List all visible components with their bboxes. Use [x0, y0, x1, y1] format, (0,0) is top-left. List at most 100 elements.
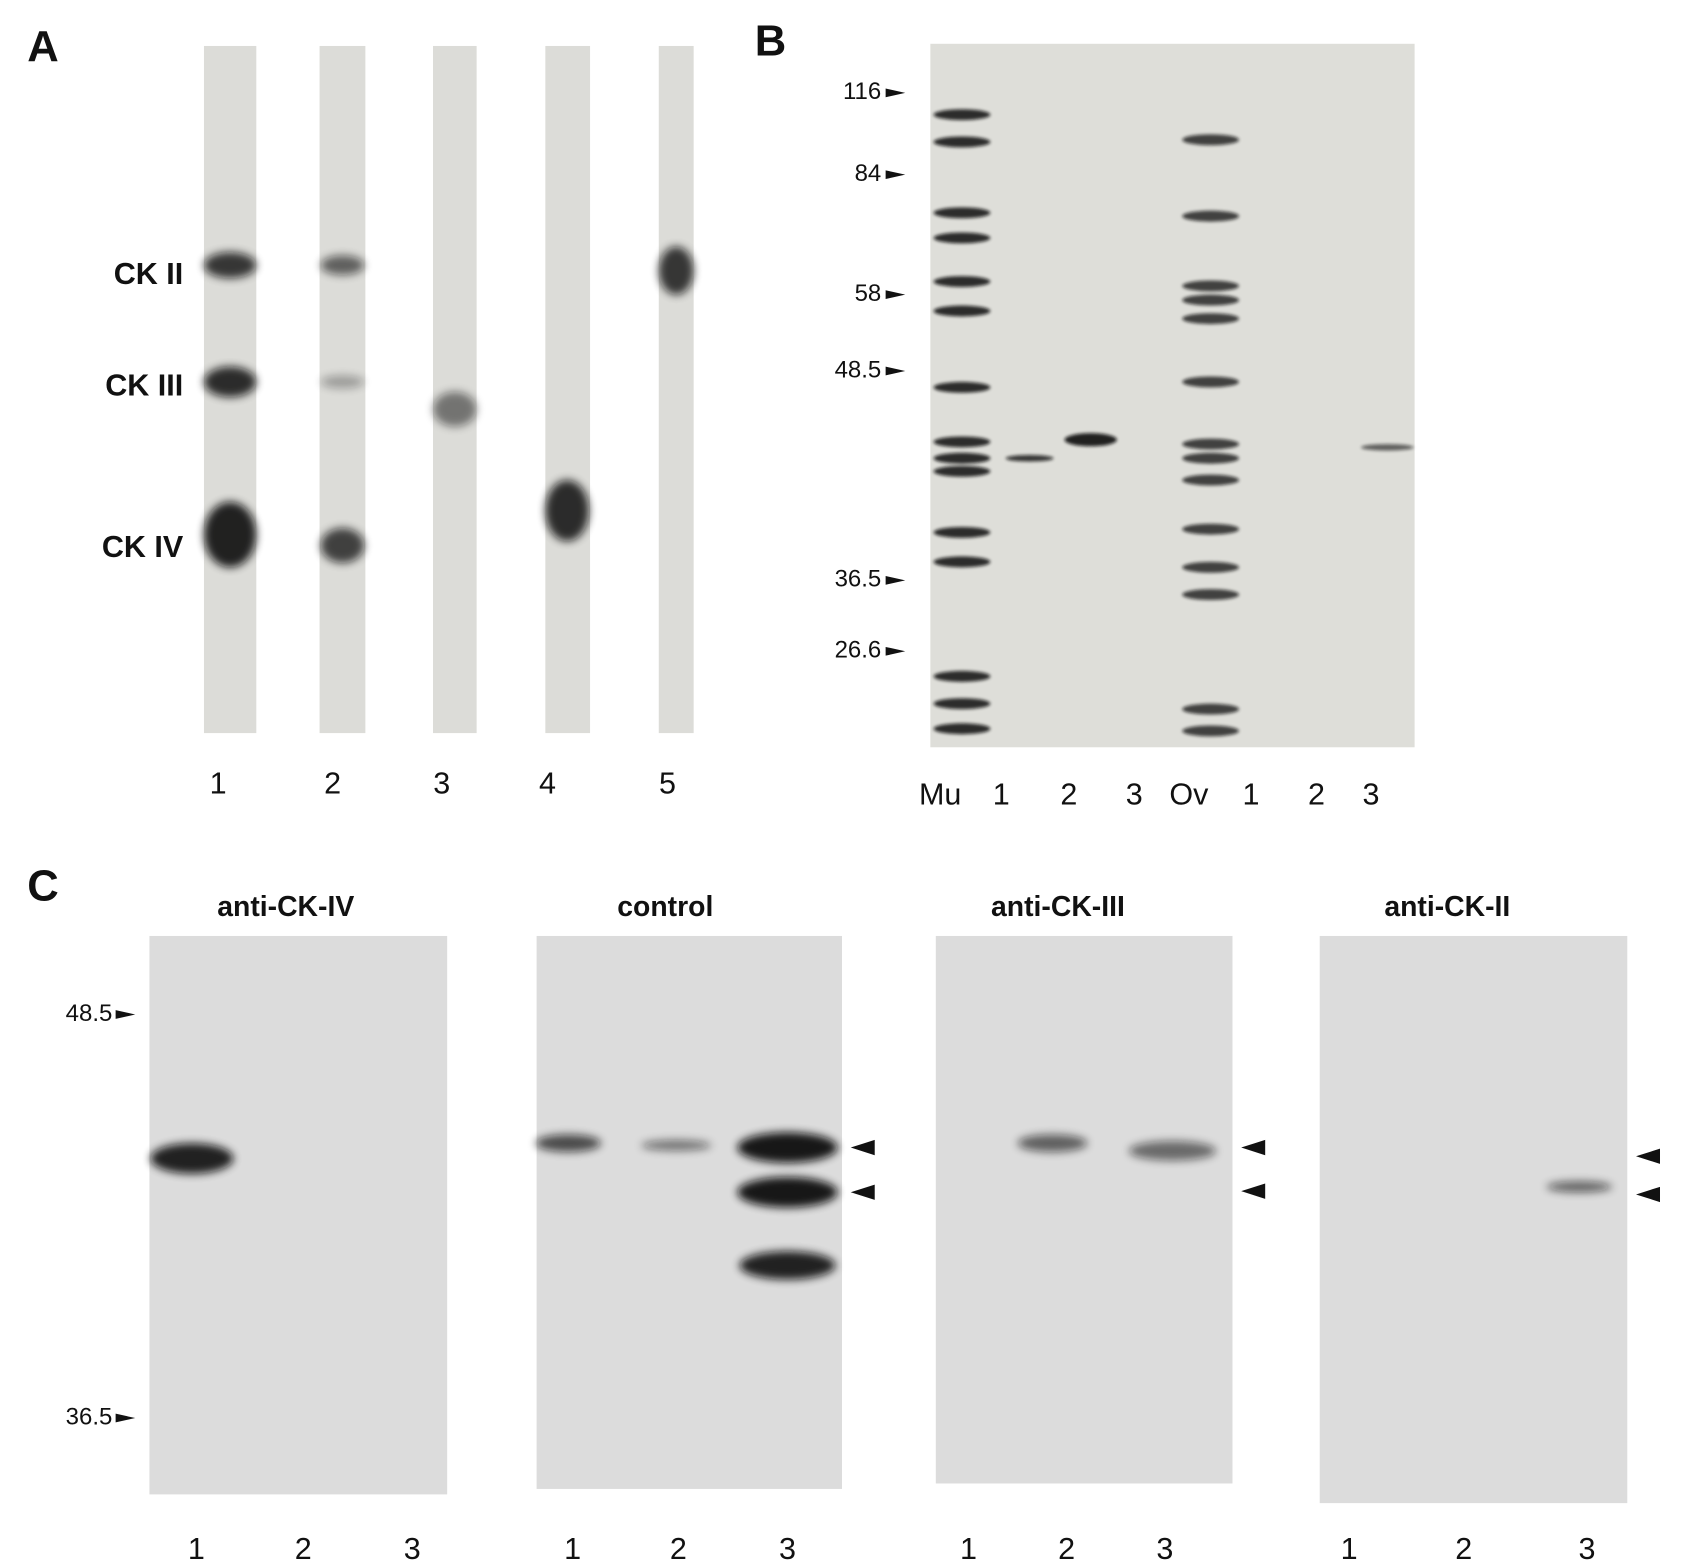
band [933, 207, 991, 219]
band [1064, 433, 1117, 447]
lane-label: 2 [1455, 1532, 1472, 1560]
band [933, 276, 991, 288]
mw-label: 48.5 [66, 1000, 113, 1027]
band [320, 255, 365, 276]
band [737, 1132, 838, 1163]
band [545, 480, 589, 542]
band-arrow [1241, 1139, 1266, 1156]
lane-label: 3 [1126, 777, 1143, 811]
band [1361, 444, 1414, 451]
marker-arrow [885, 366, 906, 376]
band [933, 723, 991, 735]
lane-label: 5 [659, 767, 676, 801]
band [1017, 1134, 1088, 1152]
band [933, 465, 991, 477]
band-arrow [1636, 1186, 1661, 1203]
band [933, 136, 991, 148]
band [933, 670, 991, 682]
lane-label: 1 [210, 767, 227, 801]
band [1182, 438, 1240, 450]
band [1546, 1181, 1613, 1193]
band [933, 305, 991, 317]
band [933, 526, 991, 538]
panel-label: A [27, 23, 59, 71]
lane-label: 3 [404, 1532, 421, 1560]
band [933, 452, 991, 464]
lane-label: 1 [993, 777, 1010, 811]
lane-label: 3 [1578, 1532, 1595, 1560]
marker-arrow [885, 646, 906, 656]
band [203, 366, 257, 398]
blot [536, 935, 842, 1489]
band [1182, 134, 1240, 146]
marker-label: CK II [114, 257, 184, 291]
band [737, 1177, 838, 1208]
band [320, 528, 365, 563]
band [739, 1251, 836, 1280]
lane-label: 2 [1058, 1532, 1075, 1560]
blot-title: anti-CK-II [1384, 891, 1510, 923]
band [1182, 294, 1240, 306]
lane-label: 2 [295, 1532, 312, 1560]
lane-label: 1 [1341, 1532, 1358, 1560]
panel-label: B [755, 17, 787, 65]
band [1182, 523, 1240, 535]
lane-label: Ov [1169, 777, 1209, 811]
gel-strip [319, 45, 366, 734]
marker-arrow [885, 290, 906, 300]
blot-title: control [617, 891, 713, 923]
lane-label: 1 [188, 1532, 205, 1560]
band [535, 1134, 601, 1152]
lane-label: 2 [1308, 777, 1325, 811]
blot-title: anti-CK-III [991, 891, 1125, 923]
marker-arrow [885, 170, 906, 180]
lane-label: 2 [1060, 777, 1077, 811]
band [1182, 561, 1240, 573]
band [1182, 376, 1240, 388]
band-arrow [850, 1139, 875, 1156]
lane-label: 1 [1243, 777, 1260, 811]
lane-label: 2 [324, 767, 341, 801]
band [1128, 1141, 1217, 1161]
band [1182, 474, 1240, 486]
band [933, 232, 991, 244]
band [933, 109, 991, 121]
marker-arrow [115, 1010, 136, 1019]
band [203, 501, 257, 568]
band [1182, 703, 1240, 715]
marker-arrow [885, 88, 906, 98]
lane-label: 1 [960, 1532, 977, 1560]
gel [930, 43, 1415, 748]
marker-arrow [115, 1413, 136, 1423]
blot [1319, 935, 1628, 1504]
band [1182, 589, 1240, 601]
band [1182, 210, 1240, 222]
mw-label: 84 [855, 160, 882, 187]
gel-strip [658, 45, 694, 734]
band [1005, 454, 1054, 462]
band [933, 381, 991, 393]
band [432, 391, 477, 427]
band [203, 252, 257, 279]
blot-title: anti-CK-IV [217, 891, 354, 923]
band [1182, 725, 1240, 737]
lane-label: 2 [670, 1532, 687, 1560]
lane-label: 3 [779, 1532, 796, 1560]
lane-label: 3 [1156, 1532, 1173, 1560]
mw-label: 36.5 [835, 566, 882, 593]
band-arrow [850, 1184, 875, 1200]
band [1182, 280, 1240, 292]
marker-label: CK III [105, 368, 183, 402]
band-arrow [1241, 1183, 1266, 1199]
band [150, 1143, 234, 1174]
band [1182, 452, 1240, 464]
band [320, 375, 365, 389]
marker-label: CK IV [102, 530, 184, 564]
lane-label: 3 [433, 767, 450, 801]
lane-label: Mu [919, 777, 961, 811]
mw-label: 26.6 [835, 637, 882, 664]
mw-label: 116 [843, 78, 881, 105]
lane-label: 3 [1362, 777, 1379, 811]
blot [935, 935, 1233, 1484]
